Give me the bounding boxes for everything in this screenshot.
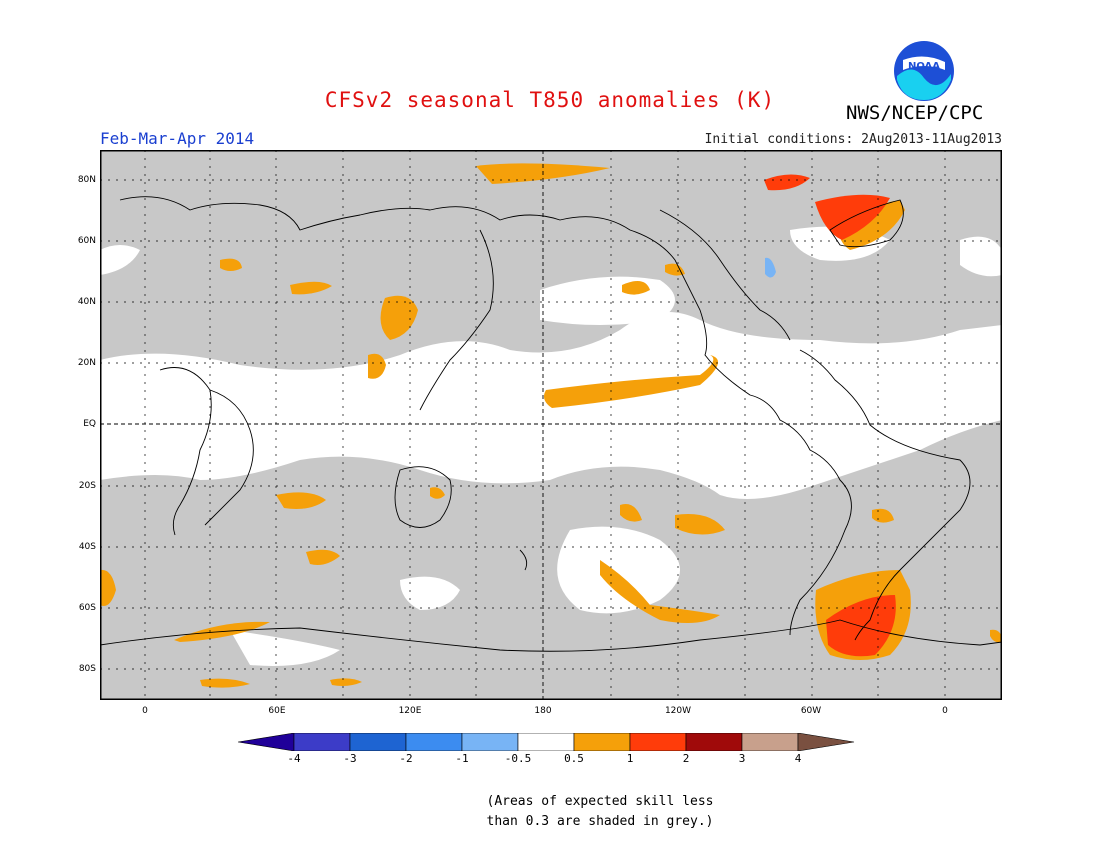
colorbar-tick-label: -1 (455, 752, 469, 765)
lat-label-60n: 60N (77, 236, 96, 246)
colorbar-tick-label: -4 (287, 752, 301, 765)
colorbar-arrow-low (238, 733, 295, 751)
colorbar-cell (349, 733, 407, 751)
coastlines (100, 196, 1002, 652)
colorbar-arrow-high (797, 733, 855, 751)
lon-label-120e: 120E (398, 706, 422, 716)
colorbar-tick-label: 4 (794, 752, 802, 765)
cold-anomaly-regions (765, 257, 776, 278)
lon-label-60w: 60W (800, 706, 822, 716)
lon-label-0-west: 0 (142, 706, 148, 716)
lon-label-120w: 120W (664, 706, 692, 716)
strong-warm-anomaly-regions (764, 174, 896, 657)
skill-note-line1: (Areas of expected skill less (486, 794, 714, 809)
colorbar-cell (517, 733, 575, 751)
lon-label-0-east: 0 (942, 706, 948, 716)
svg-text:NOAA: NOAA (908, 61, 940, 72)
colorbar-tick-label: -0.5 (504, 752, 532, 765)
skill-note: (Areas of expected skill less than 0.3 a… (470, 792, 730, 832)
lat-label-eq: EQ (83, 419, 96, 429)
skill-note-line2: than 0.3 are shaded in grey.) (486, 814, 714, 829)
colorbar (238, 733, 855, 751)
initial-conditions-label: Initial conditions: 2Aug2013-11Aug2013 (704, 132, 1002, 147)
colorbar-cell (741, 733, 799, 751)
colorbar-cell (685, 733, 743, 751)
colorbar-tick-label: 3 (738, 752, 746, 765)
colorbar-tick-label: 1 (626, 752, 634, 765)
lat-label-40n: 40N (77, 297, 96, 307)
map-border (100, 150, 1002, 700)
colorbar-cell (573, 733, 631, 751)
lat-label-80n: 80N (77, 175, 96, 185)
lon-label-180: 180 (534, 706, 552, 716)
colorbar-tick-label: 2 (682, 752, 690, 765)
lat-label-40s: 40S (78, 542, 96, 552)
colorbar-tick-label: -2 (399, 752, 413, 765)
colorbar-cell (629, 733, 687, 751)
lat-label-20s: 20S (78, 481, 96, 491)
anomaly-map (100, 150, 1002, 700)
season-label: Feb-Mar-Apr 2014 (100, 129, 255, 148)
noaa-logo: NOAA (894, 41, 954, 101)
lat-label-20n: 20N (77, 358, 96, 368)
agency-label: NWS/NCEP/CPC (846, 102, 984, 124)
colorbar-cell (405, 733, 463, 751)
lon-label-60e: 60E (268, 706, 286, 716)
colorbar-cell (461, 733, 519, 751)
lat-label-80s: 80S (78, 664, 96, 674)
lat-label-60s: 60S (78, 603, 96, 613)
colorbar-tick-label: 0.5 (564, 752, 584, 765)
colorbar-tick-label: -3 (343, 752, 357, 765)
map-title: CFSv2 seasonal T850 anomalies (K) (324, 88, 776, 112)
colorbar-cell (293, 733, 351, 751)
